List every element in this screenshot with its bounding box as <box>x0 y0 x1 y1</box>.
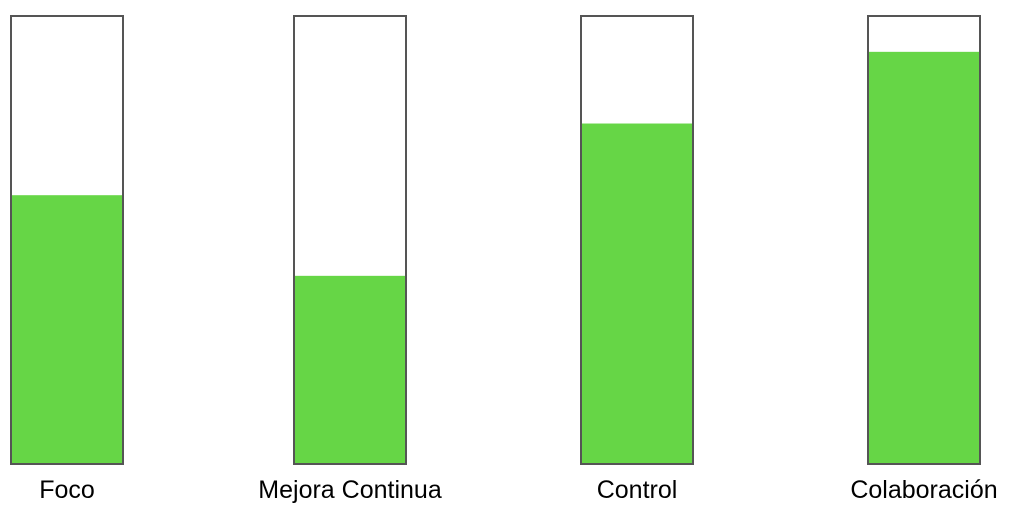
bar-fill-1 <box>294 275 406 464</box>
bar-fill-0 <box>11 195 123 464</box>
category-label-2: Control <box>597 476 678 504</box>
bar-fill-3 <box>868 51 980 465</box>
category-label-1: Mejora Continua <box>258 476 442 504</box>
bar-frame-1 <box>293 15 407 465</box>
bar-frame-0 <box>10 15 124 465</box>
bar-fill-2 <box>581 123 693 465</box>
bar-frame-2 <box>580 15 694 465</box>
category-label-0: Foco <box>39 476 95 504</box>
category-label-3: Colaboración <box>850 476 997 504</box>
bar-frame-3 <box>867 15 981 465</box>
